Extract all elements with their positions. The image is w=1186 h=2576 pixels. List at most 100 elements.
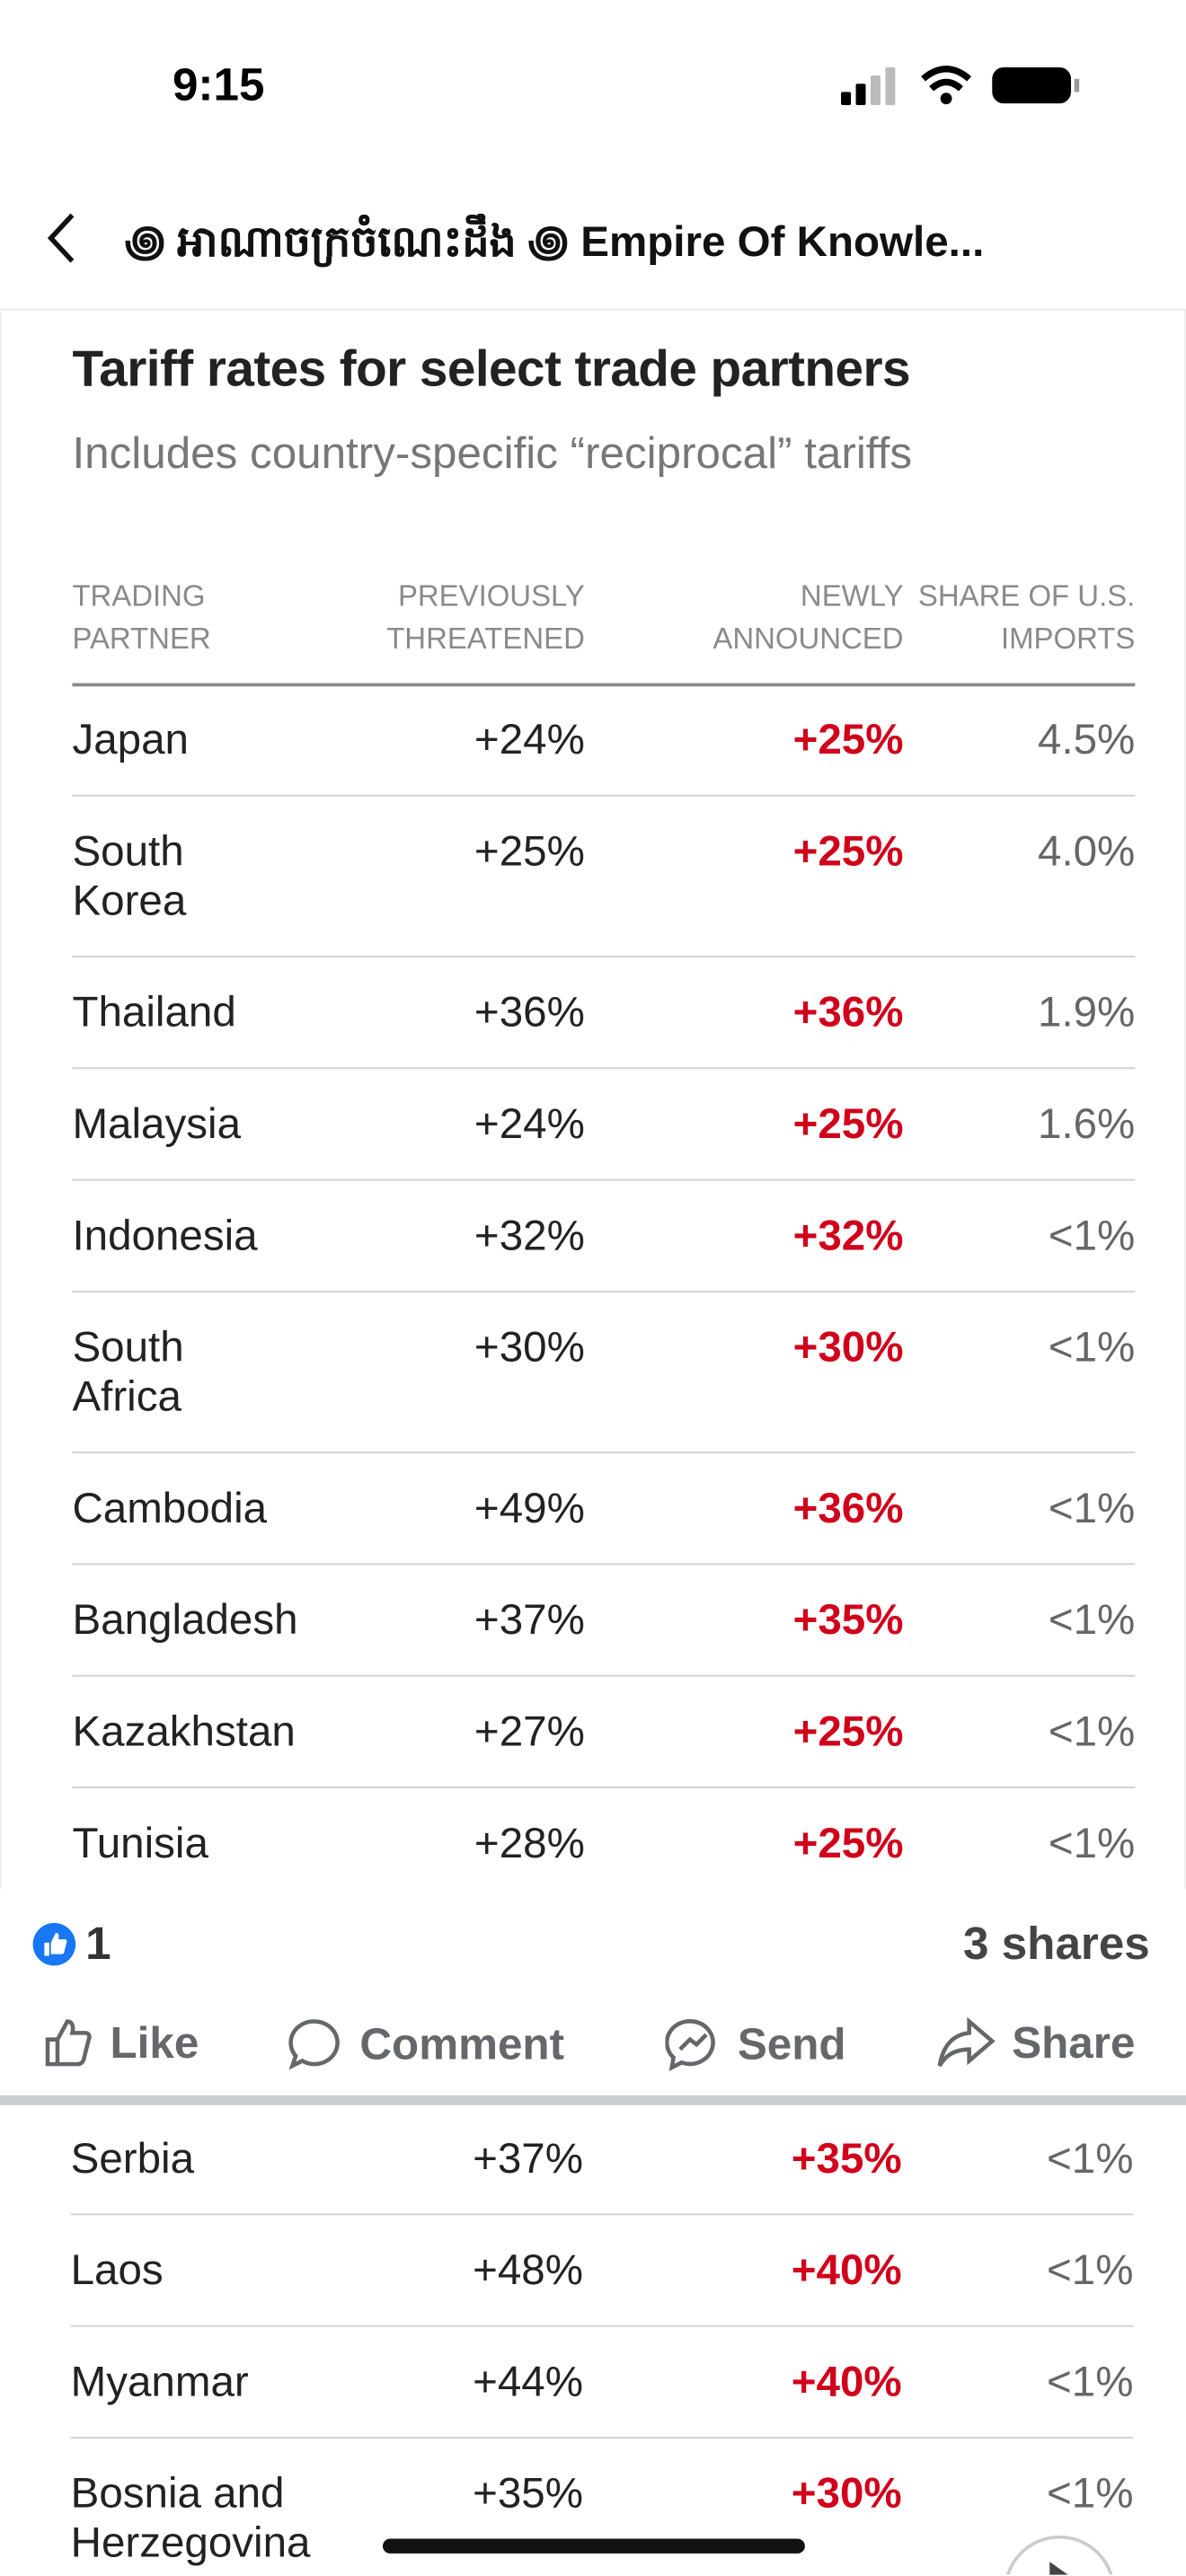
share-icon: [937, 2016, 996, 2068]
import-share-cell: <1%: [1048, 1482, 1136, 1532]
new-rate-cell: +25%: [792, 714, 904, 764]
home-indicator: [382, 2538, 805, 2554]
like-reaction-icon: [32, 1922, 76, 1966]
table-row: Myanmar +44% +40% <1%: [70, 2327, 1134, 2439]
new-rate-cell: +36%: [792, 1482, 904, 1532]
table-row: Malaysia +24% +25% 1.6%: [72, 1069, 1136, 1181]
new-rate-cell: +40%: [791, 2356, 902, 2406]
table-row: Thailand +36% +36% 1.9%: [72, 957, 1136, 1070]
previous-rate-cell: +30%: [474, 1321, 585, 1372]
new-rate-cell: +25%: [792, 1098, 904, 1148]
new-rate-cell: +35%: [792, 1594, 904, 1645]
import-share-cell: <1%: [1048, 1706, 1136, 1756]
back-button[interactable]: [43, 210, 83, 266]
previous-rate-cell: +48%: [473, 2245, 584, 2295]
play-button[interactable]: [994, 2526, 1125, 2575]
table-row: Bangladesh +37% +35% <1%: [72, 1565, 1136, 1677]
send-label: Send: [737, 2018, 846, 2069]
partner-cell: Malaysia: [72, 1098, 242, 1148]
separator: [0, 2095, 1186, 2105]
column-header: Newly announced: [712, 579, 904, 656]
share-button[interactable]: Share: [936, 2016, 1135, 2069]
previous-rate-cell: +32%: [474, 1210, 585, 1260]
column-headers: Trading partner Previously threatened Ne…: [72, 575, 1136, 687]
import-share-cell: <1%: [1048, 1594, 1136, 1645]
like-button[interactable]: Like: [41, 2016, 199, 2069]
table-body: Serbia +37% +35% <1% Laos +48% +40% <1% Myanmar +…: [70, 2105, 1134, 2575]
previous-rate-cell: +44%: [473, 2356, 584, 2406]
import-share-cell: 1.6%: [1037, 1098, 1136, 1148]
share-label: Share: [1012, 2017, 1136, 2067]
share-count[interactable]: 3 shares: [963, 1918, 1150, 1970]
table-row: Indonesia +32% +32% <1%: [72, 1181, 1136, 1292]
send-button[interactable]: Send: [665, 2016, 846, 2072]
previous-rate-cell: +37%: [473, 2132, 584, 2183]
previous-rate-cell: +24%: [474, 714, 585, 764]
partner-cell: Laos: [70, 2245, 164, 2295]
like-icon: [45, 2019, 92, 2067]
partner-cell: Indonesia: [72, 1210, 258, 1260]
partner-cell: South Africa: [72, 1321, 184, 1421]
table-row: Tunisia +28% +25% <1%: [72, 1788, 1135, 1890]
table-row: Japan +24% +25% 4.5%: [72, 684, 1136, 797]
import-share-cell: <1%: [1047, 2245, 1134, 2295]
table-continued: Serbia +37% +35% <1% Laos +48% +40% <1% Myanmar +…: [0, 2105, 1186, 2575]
import-share-cell: <1%: [1047, 2467, 1134, 2518]
previous-rate-cell: +28%: [474, 1817, 585, 1867]
previous-rate-cell: +35%: [473, 2467, 584, 2518]
new-rate-cell: +25%: [792, 1817, 904, 1867]
comment-button[interactable]: Comment: [288, 2016, 564, 2072]
partner-cell: Thailand: [72, 986, 236, 1037]
comment-icon: [288, 2019, 340, 2070]
table-row: Cambodia +49% +36% <1%: [72, 1453, 1136, 1566]
import-share-cell: <1%: [1048, 1321, 1136, 1372]
page-header-title: ꩜ អាណាចក្រចំណេះដឹង ꩜ Empire Of Knowle...: [124, 216, 985, 267]
new-rate-cell: +25%: [792, 1706, 904, 1756]
table-body: Japan +24% +25% 4.5% South Korea +25% +25% 4.0%…: [72, 684, 1136, 1890]
table-row: Kazakhstan +27% +25% <1%: [72, 1677, 1136, 1788]
previous-rate-cell: +36%: [474, 986, 585, 1037]
column-header: Trading partner: [72, 579, 211, 656]
previous-rate-cell: +27%: [474, 1706, 585, 1756]
table-row: Serbia +37% +35% <1%: [70, 2105, 1134, 2216]
column-header: Share of U.S. imports: [917, 579, 1136, 656]
import-share-cell: <1%: [1047, 2132, 1134, 2183]
table-row: South Korea +25% +25% 4.0%: [72, 797, 1136, 957]
partner-cell: Myanmar: [70, 2356, 249, 2406]
post-footer: 1 3 shares Like Comment Send Share: [0, 1888, 1186, 2095]
new-rate-cell: +25%: [792, 825, 904, 876]
table-row: Bosnia and Herzegovina +35% +30% <1%: [71, 2439, 1134, 2575]
partner-cell: Bangladesh: [72, 1594, 298, 1645]
partner-cell: Tunisia: [72, 1817, 208, 1867]
import-share-cell: <1%: [1048, 1210, 1136, 1260]
table-row: South Africa +30% +30% <1%: [72, 1292, 1136, 1454]
import-share-cell: 4.5%: [1037, 714, 1136, 764]
previous-rate-cell: +37%: [474, 1594, 585, 1645]
new-rate-cell: +36%: [792, 986, 904, 1037]
reaction-count[interactable]: 1: [85, 1918, 111, 1970]
status-icons: [841, 66, 1080, 106]
comment-label: Comment: [359, 2018, 565, 2069]
import-share-cell: <1%: [1047, 2356, 1134, 2406]
partner-cell: Kazakhstan: [72, 1706, 296, 1756]
previous-rate-cell: +25%: [474, 825, 585, 876]
status-time: 9:15: [172, 58, 265, 110]
partner-cell: South Korea: [72, 825, 187, 925]
new-rate-cell: +30%: [791, 2467, 902, 2518]
partner-cell: Bosnia and Herzegovina: [70, 2467, 311, 2567]
table-row: Laos +48% +40% <1%: [70, 2215, 1134, 2327]
column-header: Previously threatened: [386, 579, 585, 656]
partner-cell: Cambodia: [72, 1482, 268, 1532]
new-rate-cell: +35%: [791, 2132, 902, 2183]
table-subtitle: Includes country-specific “reciprocal” t…: [72, 428, 913, 479]
partner-cell: Serbia: [70, 2132, 195, 2183]
import-share-cell: 1.9%: [1037, 986, 1136, 1037]
import-share-cell: <1%: [1048, 1817, 1136, 1867]
table-title: Tariff rates for select trade partners: [72, 340, 910, 398]
new-rate-cell: +40%: [791, 2245, 902, 2295]
previous-rate-cell: +24%: [474, 1098, 585, 1148]
import-share-cell: 4.0%: [1037, 825, 1136, 876]
like-label: Like: [110, 2017, 199, 2067]
